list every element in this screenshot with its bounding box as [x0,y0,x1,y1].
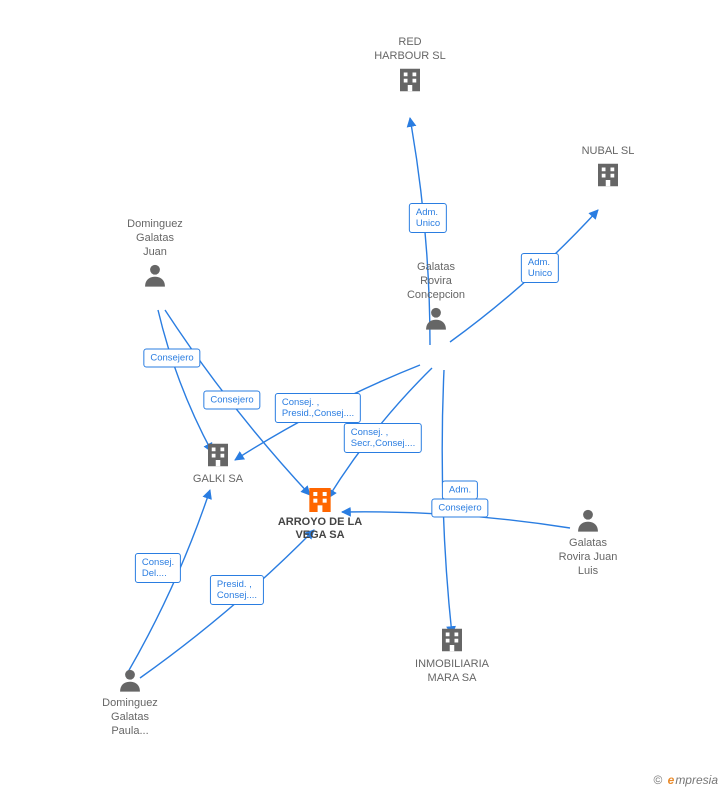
network-diagram: { "canvas": { "width": 728, "height": 79… [0,0,728,795]
edge-label-gal_concep-red_harbour: Adm. Unico [409,203,447,233]
edge-label-dom_juan-arroyo: Consejero [203,391,260,410]
copyright-symbol: © [653,773,662,787]
node-nubal[interactable]: NUBAL SL [553,144,663,190]
node-label: GALKI SA [163,472,273,486]
node-dom_paula[interactable]: Dominguez Galatas Paula... [75,666,185,738]
node-label: RED HARBOUR SL [355,35,465,63]
node-label: Dominguez Galatas Paula... [75,696,185,738]
edge-label-gal_concep-inmobiliaria: Adm. [442,481,478,500]
node-label: Galatas Rovira Juan Luis [533,536,643,578]
edge-label-gal_concep-nubal: Adm. Unico [521,253,559,283]
node-gal_concep[interactable]: Galatas Rovira Concepcion [381,260,491,332]
company-icon [437,625,467,655]
company-icon [395,65,425,95]
node-dom_juan[interactable]: Dominguez Galatas Juan [100,217,210,289]
node-label: NUBAL SL [553,144,663,158]
edge-label-dom_paula-galki: Consej. Del.... [135,553,181,583]
node-galki[interactable]: GALKI SA [163,440,273,486]
copyright-rest: mpresia [675,773,718,787]
edge-label-gal_concep-galki: Consej. , Presid.,Consej.... [275,393,361,423]
edge-label-dom_juan-galki: Consejero [143,349,200,368]
node-gal_juanluis[interactable]: Galatas Rovira Juan Luis [533,506,643,578]
node-label: INMOBILIARIA MARA SA [397,657,507,685]
person-icon [422,304,450,332]
node-red_harbour[interactable]: RED HARBOUR SL [355,35,465,95]
edge-label-gal_juanluis-arroyo: Consejero [431,499,488,518]
company-icon [593,160,623,190]
node-inmobiliaria[interactable]: INMOBILIARIA MARA SA [397,625,507,685]
copyright: © empresia [653,773,718,787]
node-label: Dominguez Galatas Juan [100,217,210,259]
node-label: Galatas Rovira Concepcion [381,260,491,302]
copyright-accent: e [668,773,675,787]
node-arroyo[interactable]: ARROYO DE LA VEGA SA [265,484,375,542]
person-icon [141,261,169,289]
person-icon [574,506,602,534]
person-icon [116,666,144,694]
company-icon [203,440,233,470]
node-label: ARROYO DE LA VEGA SA [265,516,375,542]
edge-label-dom_paula-arroyo: Presid. , Consej.... [210,575,264,605]
edge-label-gal_concep-arroyo: Consej. , Secr.,Consej.... [344,423,422,453]
company-icon [304,484,336,516]
edge-dom_juan-galki [158,310,212,452]
